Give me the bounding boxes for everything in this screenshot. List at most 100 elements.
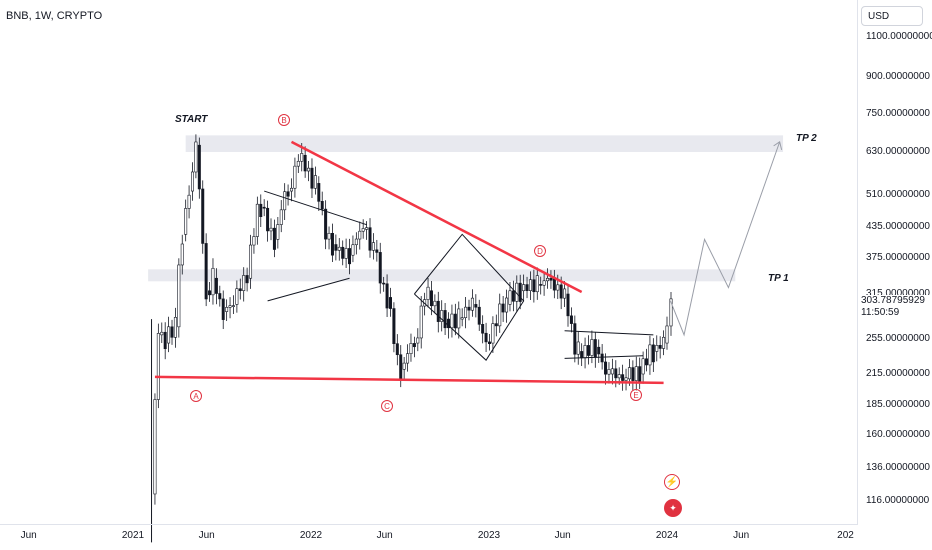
candle-body bbox=[348, 248, 352, 265]
y-tick-label: 136.00000000 bbox=[866, 462, 930, 473]
candle-body bbox=[368, 227, 372, 251]
candle-body bbox=[662, 336, 666, 349]
time-axis-border bbox=[0, 524, 857, 525]
projection-path bbox=[669, 141, 781, 337]
candle-body bbox=[361, 228, 365, 232]
candle-body bbox=[645, 358, 649, 366]
candle-body bbox=[208, 290, 212, 296]
candle-body bbox=[231, 305, 235, 307]
candle-body bbox=[177, 264, 181, 328]
y-tick-label: 375.00000000 bbox=[866, 252, 930, 263]
point-b-marker: B bbox=[278, 114, 290, 126]
candle-body bbox=[395, 343, 399, 356]
candle-body bbox=[262, 206, 266, 209]
price-axis-border bbox=[857, 0, 858, 525]
candle-body bbox=[518, 282, 522, 302]
candle-body bbox=[583, 345, 587, 359]
candle-body bbox=[351, 244, 355, 256]
us-flag-icon[interactable]: ✦ bbox=[664, 499, 682, 517]
lightning-icon[interactable]: ⚡ bbox=[664, 474, 680, 490]
candle-body bbox=[218, 293, 222, 300]
candle-body bbox=[580, 351, 584, 359]
candle-body bbox=[546, 278, 550, 282]
candle-body bbox=[300, 153, 304, 162]
currency-selector[interactable]: USD bbox=[861, 6, 923, 26]
x-tick-label: Jun bbox=[376, 530, 393, 541]
candle-body bbox=[464, 306, 468, 318]
candle-body bbox=[214, 277, 218, 294]
candle-body bbox=[648, 344, 652, 366]
candle-body bbox=[460, 317, 464, 320]
candle-body bbox=[365, 227, 369, 230]
point-c-marker: C bbox=[381, 400, 393, 412]
candle-body bbox=[317, 183, 321, 202]
candle-body bbox=[505, 297, 509, 313]
candle-body bbox=[593, 339, 597, 358]
candle-body bbox=[491, 323, 495, 344]
candle-body bbox=[532, 279, 536, 293]
point-a-marker: A bbox=[190, 390, 202, 402]
triangle-upper-line bbox=[264, 190, 367, 226]
candle-body bbox=[631, 367, 635, 381]
triangle-lower-line bbox=[267, 277, 350, 302]
candle-body bbox=[269, 227, 273, 232]
start-annotation: START bbox=[175, 114, 208, 125]
candle-body bbox=[160, 331, 164, 336]
candle-body bbox=[440, 310, 444, 322]
x-tick-label: Jun bbox=[20, 530, 37, 541]
candle-body bbox=[313, 175, 317, 189]
candle-body bbox=[566, 293, 570, 317]
x-tick-label: Jun bbox=[554, 530, 571, 541]
candle-body bbox=[494, 323, 498, 327]
point-d-marker: D bbox=[534, 245, 546, 257]
candle-body bbox=[501, 303, 505, 313]
x-tick-label: 2022 bbox=[299, 530, 323, 541]
candle-body bbox=[484, 332, 488, 343]
candle-body bbox=[669, 298, 673, 327]
candle-body bbox=[225, 307, 229, 312]
candle-body bbox=[508, 290, 512, 305]
candle-body bbox=[194, 141, 198, 173]
candle-body bbox=[416, 337, 420, 344]
candle-body bbox=[409, 343, 413, 354]
candle-body bbox=[563, 288, 567, 299]
x-tick-label: 2024 bbox=[655, 530, 679, 541]
tp1-label: TP 1 bbox=[768, 273, 789, 284]
candle-body bbox=[156, 333, 160, 400]
candle-body bbox=[242, 275, 246, 292]
candle-body bbox=[371, 242, 375, 251]
candle-body bbox=[655, 345, 659, 352]
candle-body bbox=[184, 208, 188, 235]
candle-body bbox=[559, 284, 563, 299]
candle-body bbox=[511, 290, 515, 302]
candle-body bbox=[296, 160, 300, 167]
candle-body bbox=[658, 345, 662, 349]
candle-body bbox=[163, 331, 167, 350]
candle-body bbox=[170, 326, 174, 338]
symbol-label: BNB, 1W, CRYPTO bbox=[6, 10, 103, 22]
candle-body bbox=[344, 248, 348, 259]
candle-body bbox=[487, 341, 491, 344]
candle-body bbox=[477, 306, 481, 325]
candle-body bbox=[597, 346, 601, 355]
candle-body bbox=[167, 326, 171, 344]
candle-body bbox=[307, 167, 311, 172]
candle-body bbox=[173, 317, 177, 338]
candle-body bbox=[634, 366, 638, 381]
y-tick-label: 435.00000000 bbox=[866, 221, 930, 232]
last-price-label: 303.78795929 11:50:59 bbox=[861, 295, 931, 325]
candle-body bbox=[467, 306, 471, 311]
candle-body bbox=[607, 369, 611, 375]
candle-body bbox=[204, 243, 208, 300]
point-e-marker: E bbox=[630, 389, 642, 401]
box-lower-line bbox=[564, 355, 644, 359]
bar-countdown: 11:50:59 bbox=[861, 307, 900, 318]
candle-body bbox=[180, 243, 184, 266]
candle-body bbox=[573, 323, 577, 355]
y-tick-label: 315.00000000 bbox=[866, 288, 930, 299]
candle-body bbox=[337, 246, 341, 251]
candle-body bbox=[600, 353, 604, 363]
candle-body bbox=[327, 232, 331, 240]
candle-body bbox=[378, 252, 382, 284]
candle-body bbox=[556, 284, 560, 291]
